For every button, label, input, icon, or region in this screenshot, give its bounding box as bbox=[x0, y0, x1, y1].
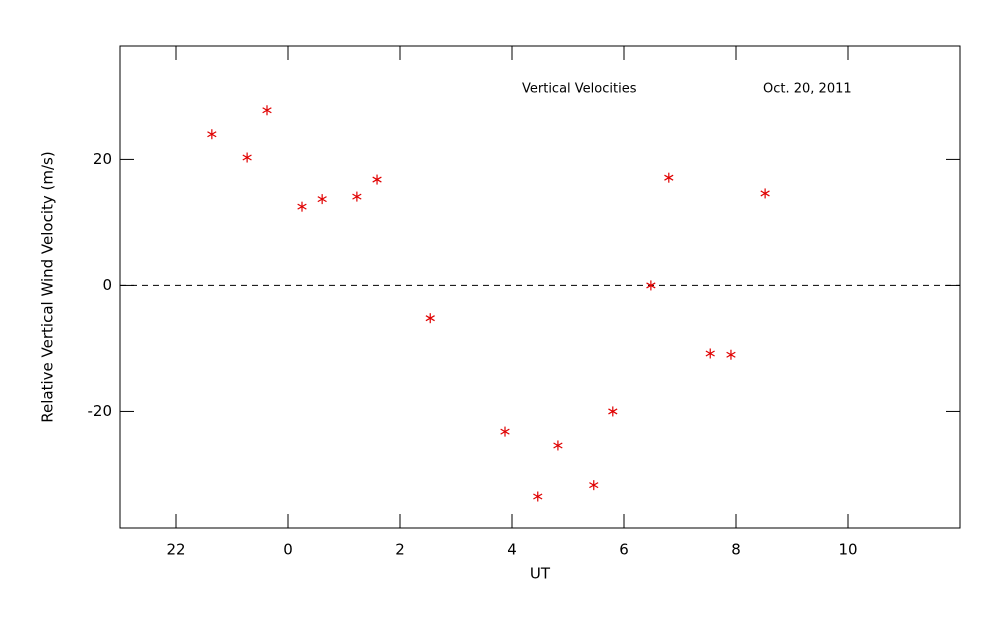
point-stroke bbox=[500, 428, 510, 435]
point bbox=[372, 174, 382, 185]
x-tick-label: 0 bbox=[283, 541, 293, 559]
x-tick-label: 22 bbox=[166, 541, 185, 559]
point bbox=[589, 480, 599, 491]
point-stroke bbox=[760, 190, 770, 197]
plot-frame bbox=[119, 45, 961, 529]
point-stroke bbox=[317, 196, 327, 203]
point-stroke bbox=[608, 408, 618, 415]
annotation: Oct. 20, 2011 bbox=[763, 82, 852, 97]
point-stroke bbox=[262, 107, 272, 114]
x-tick-label: 6 bbox=[619, 541, 629, 559]
point-stroke bbox=[553, 442, 563, 449]
point bbox=[533, 491, 543, 502]
point-stroke bbox=[646, 282, 656, 289]
point bbox=[553, 440, 563, 451]
point-stroke bbox=[297, 203, 307, 210]
y-tick-label: 0 bbox=[102, 276, 112, 294]
x-tick-label: 2 bbox=[395, 541, 405, 559]
point bbox=[262, 105, 272, 116]
point-stroke bbox=[533, 493, 543, 500]
point-stroke bbox=[705, 350, 715, 357]
point-stroke bbox=[207, 131, 217, 138]
point bbox=[646, 280, 656, 291]
point bbox=[608, 406, 618, 417]
point bbox=[352, 191, 362, 202]
point bbox=[207, 129, 217, 140]
point bbox=[297, 201, 307, 212]
point bbox=[500, 426, 510, 437]
y-tick-label: -20 bbox=[88, 402, 113, 420]
point bbox=[705, 348, 715, 359]
point-stroke bbox=[726, 351, 736, 358]
point-stroke bbox=[589, 482, 599, 489]
point-stroke bbox=[352, 193, 362, 200]
point bbox=[760, 188, 770, 199]
x-axis-label: UT bbox=[530, 565, 551, 583]
x-tick-label: 10 bbox=[838, 541, 857, 559]
point-stroke bbox=[425, 315, 435, 322]
annotation: Vertical Velocities bbox=[522, 82, 637, 97]
point bbox=[664, 172, 674, 183]
x-tick-label: 8 bbox=[731, 541, 741, 559]
y-axis-label: Relative Vertical Wind Velocity (m/s) bbox=[39, 151, 57, 422]
point bbox=[242, 152, 252, 163]
point bbox=[726, 349, 736, 360]
point bbox=[317, 194, 327, 205]
x-tick-label: 4 bbox=[507, 541, 517, 559]
y-tick-label: 20 bbox=[93, 150, 112, 168]
point-stroke bbox=[242, 154, 252, 161]
point bbox=[425, 313, 435, 324]
point-stroke bbox=[372, 176, 382, 183]
point-stroke bbox=[664, 174, 674, 181]
